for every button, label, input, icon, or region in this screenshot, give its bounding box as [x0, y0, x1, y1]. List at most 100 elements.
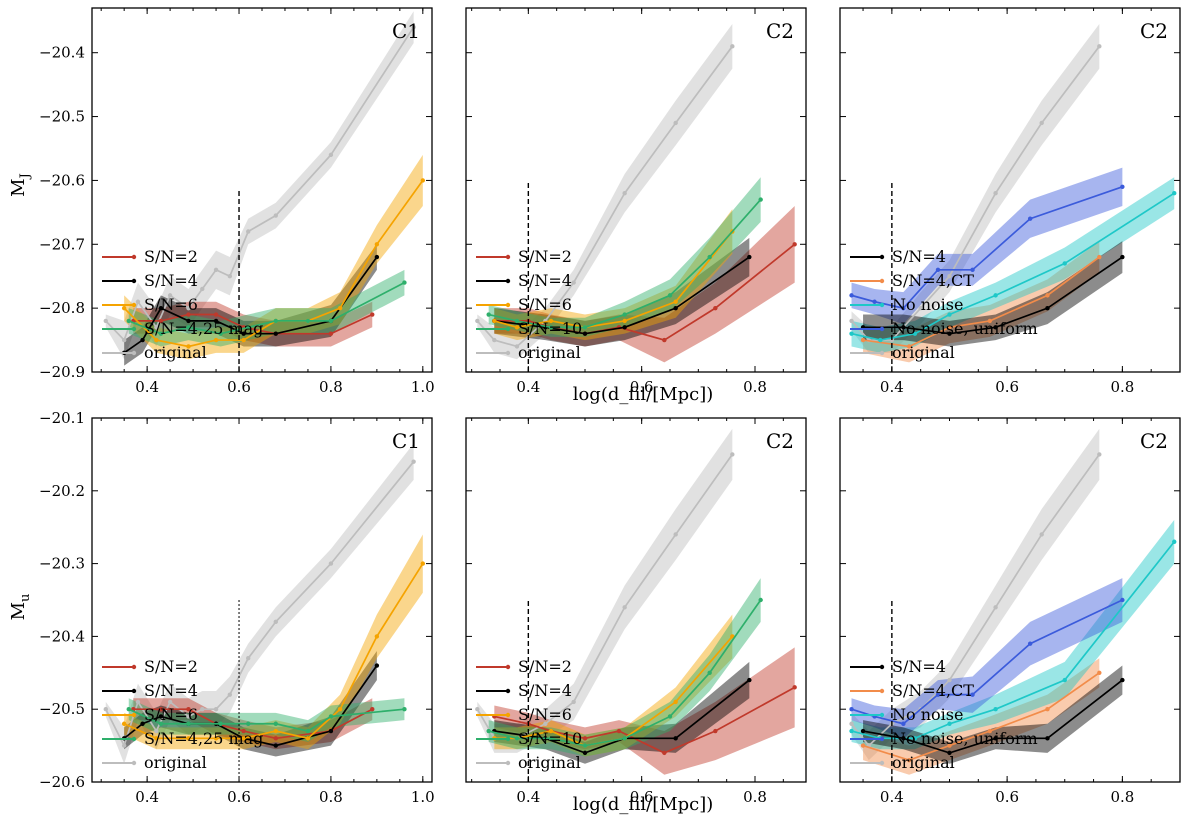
band-s-n-2	[494, 205, 795, 363]
point-no-noise	[1172, 190, 1177, 196]
point-s-n-4-ct	[1097, 670, 1102, 675]
point-s-n-6	[420, 561, 426, 566]
point-original	[730, 44, 735, 49]
line-s-n-4	[863, 256, 1123, 335]
point-s-n-10	[622, 736, 627, 741]
line-s-n-4	[862, 679, 1123, 754]
legend: S/N=4 S/N=4,CT No noise No noise, uniform or…	[850, 657, 1038, 772]
legend-marker	[505, 760, 511, 766]
point-original	[227, 692, 233, 697]
point-s-n-4	[947, 331, 952, 336]
legend-label: S/N=10	[518, 729, 582, 748]
band-s-n-6	[124, 154, 423, 360]
x-tick-label: 0.6	[630, 788, 654, 806]
point-s-n-6	[420, 178, 426, 183]
plot-area	[103, 11, 426, 366]
point-no-noise	[1172, 539, 1177, 544]
point-s-n-4	[213, 318, 219, 324]
x-tick-label: 0.4	[880, 788, 904, 806]
point-s-n-2	[186, 707, 191, 712]
point-no-noise-uniform	[849, 293, 854, 298]
legend-marker	[505, 688, 511, 694]
point-original	[121, 743, 127, 748]
line-s-n-2	[494, 686, 796, 754]
line-s-n-10	[488, 199, 762, 329]
point-s-n-4	[747, 254, 752, 260]
point-s-n-4	[622, 325, 627, 330]
x-tick-label: 0.4	[516, 788, 540, 806]
legend-label: S/N=2	[518, 657, 572, 676]
legend-marker	[131, 712, 137, 718]
band-s-n-4	[863, 665, 1123, 764]
y-tick-label: −20.3	[39, 555, 85, 573]
point-s-n-10	[582, 325, 588, 330]
legend-label: S/N=4	[892, 657, 946, 676]
band-original	[851, 428, 1100, 761]
point-s-n-4-25-mag	[328, 714, 334, 719]
legend-label: S/N=4	[518, 681, 572, 700]
legend-marker	[131, 760, 137, 766]
x-tick-label: 0.8	[319, 378, 343, 396]
legend-marker	[879, 760, 885, 766]
point-s-n-4-ct	[906, 757, 912, 763]
legend-marker	[879, 302, 885, 308]
legend-label: S/N=2	[144, 247, 198, 266]
panel-0-1: 0.4 0.6 0.8 C2 S/N=2 S/N=4 S/N=6 S/N=10 original	[465, 7, 807, 396]
point-s-n-4	[993, 736, 998, 741]
point-s-n-4-25-mag	[246, 325, 251, 330]
x-tick-label: 0.6	[995, 378, 1019, 396]
line-original	[850, 45, 1101, 341]
xlabel-bottom: log(d_fil/[Mpc])	[573, 794, 714, 815]
point-original	[492, 337, 497, 343]
panels: 0.4 0.6 0.8 1.0 −20.9 −20.8 −20.7 −20.6 −20.5 −20…	[39, 7, 1181, 806]
y-tick-label: −20.4	[39, 627, 85, 645]
y-tick-label: −20.7	[39, 235, 85, 253]
point-original	[514, 344, 520, 349]
point-s-n-4	[328, 728, 334, 734]
legend-marker	[879, 736, 885, 742]
legend-label: S/N=4	[144, 271, 198, 290]
point-original	[213, 267, 219, 273]
point-s-n-6	[374, 634, 380, 639]
point-s-n-2	[582, 736, 588, 741]
point-s-n-6	[154, 736, 159, 741]
point-s-n-10	[582, 743, 588, 748]
point-s-n-4	[582, 331, 588, 336]
point-s-n-4	[1120, 254, 1125, 260]
line-s-n-4-ct	[862, 256, 1100, 348]
legend-label: original	[144, 753, 207, 772]
legend-label: S/N=4,CT	[892, 271, 974, 290]
x-tick-label: 0.4	[880, 378, 904, 396]
legend-label: No noise	[892, 295, 963, 314]
line-s-n-6	[123, 563, 424, 740]
point-s-n-4-25-mag	[246, 721, 251, 726]
legend-marker	[505, 326, 511, 332]
band-s-n-6	[494, 614, 733, 757]
point-s-n-4-ct	[987, 728, 993, 734]
point-s-n-4-25-mag	[402, 280, 407, 285]
plot-area	[849, 428, 1177, 775]
point-original	[918, 305, 923, 311]
legend-label: No noise, uniform	[892, 319, 1038, 338]
legend-label: No noise	[892, 705, 963, 724]
band-s-n-6	[124, 534, 423, 750]
point-s-n-4	[186, 318, 191, 324]
legend-marker	[879, 254, 885, 260]
panel-1-1: 0.4 0.6 0.8 C2 S/N=2 S/N=4 S/N=6 S/N=10 original	[465, 417, 807, 806]
xlabel-top: log(d_fil/[Mpc])	[573, 384, 714, 405]
point-s-n-4-25-mag	[186, 325, 191, 330]
line-s-n-4	[494, 256, 750, 335]
legend: S/N=2 S/N=4 S/N=6 S/N=10 original	[476, 247, 582, 362]
point-original	[186, 305, 191, 311]
point-original	[103, 318, 108, 324]
legend-label: original	[892, 343, 955, 362]
line-original	[850, 453, 1101, 747]
band-s-n-4	[863, 241, 1123, 347]
y-tick-label: −20.4	[39, 44, 85, 62]
point-s-n-6	[273, 728, 278, 734]
point-s-n-10	[707, 670, 712, 675]
point-no-noise-uniform	[901, 305, 906, 311]
legend-label: original	[144, 343, 207, 362]
legend-label: original	[518, 753, 581, 772]
point-s-n-2	[213, 312, 219, 317]
